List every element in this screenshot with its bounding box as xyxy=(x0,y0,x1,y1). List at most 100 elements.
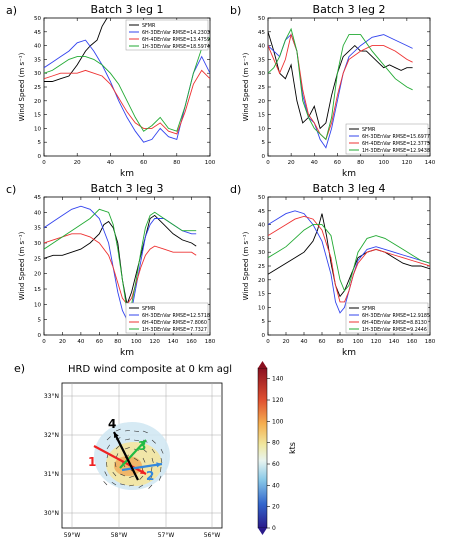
legend-entry: 6H-4DEnVar RMSE=7.8060 xyxy=(142,320,207,326)
y-axis-label: Wind Speed (m s⁻¹) xyxy=(18,231,26,300)
legend-entry: 6H-3DEnVar RMSE=12.5718 xyxy=(142,313,210,319)
wind-barb xyxy=(133,439,139,442)
flight-leg-arrowhead xyxy=(140,440,146,446)
x-tick-label: 100 xyxy=(131,339,142,345)
flight-leg-label: 2 xyxy=(146,469,154,483)
series-line-6h-4denvar xyxy=(44,233,197,306)
colorbar-tick-label: 0 xyxy=(272,525,276,532)
legend-entry: SFMR xyxy=(362,306,376,312)
series-line-sfmr xyxy=(268,31,413,130)
wind-barb xyxy=(115,428,121,432)
x-tick-label: 60 xyxy=(319,339,326,345)
x-tick-label: 100 xyxy=(205,160,216,166)
wind-barb xyxy=(106,436,111,441)
y-tick-label: 45 xyxy=(258,30,265,36)
y-axis-label: Wind Speed (m s⁻¹) xyxy=(242,231,250,300)
y-tick-label: 0 xyxy=(38,154,42,160)
y-tick-label: 30 xyxy=(258,71,265,77)
wind-barb xyxy=(106,444,110,450)
flight-leg-arrowhead xyxy=(140,469,146,474)
legend-box xyxy=(345,302,429,334)
x-tick-label: 0 xyxy=(266,160,270,166)
colorbar-tick-label: 40 xyxy=(272,482,280,489)
series-line-6h-4denvar xyxy=(44,69,210,135)
series-line-1h-3denvar xyxy=(268,27,413,141)
wind-barb xyxy=(129,484,135,487)
x-tick-label: 0 xyxy=(42,160,46,166)
x-tick-label: 100 xyxy=(378,160,389,166)
chart-title: Batch 3 leg 3 xyxy=(91,182,164,195)
chart-batch-3-leg-1: a) Batch 3 leg 1 0 20 40 60 80 100 0 5 10 15 20 25 30 3… xyxy=(6,3,216,179)
map-panel: e) HRD wind composite at 0 km agl 59°W 58°W… xyxy=(14,361,297,539)
x-tick-label: 80 xyxy=(114,339,121,345)
legend-box xyxy=(125,302,209,334)
x-tick-label: 20 xyxy=(74,160,81,166)
y-tick-label: 25 xyxy=(34,85,41,91)
lon-tick-label: 56°W xyxy=(204,532,221,539)
x-tick-label: 120 xyxy=(371,339,382,345)
x-tick-label: 20 xyxy=(283,339,290,345)
wind-barb xyxy=(160,457,163,463)
wind-barb xyxy=(124,438,130,441)
x-tick-label: 80 xyxy=(173,160,180,166)
wind-barb xyxy=(149,475,153,481)
flight-leg-label: 4 xyxy=(108,417,116,431)
wind-barb xyxy=(112,472,117,477)
y-tick-label: 30 xyxy=(34,241,41,247)
legend-entry: 6H-4DEnVar RMSE=13.4759 xyxy=(142,37,210,43)
colorbar-tick-label: 60 xyxy=(272,461,280,468)
legend-entry: SFMR xyxy=(142,23,156,29)
y-tick-label: 5 xyxy=(38,318,42,324)
flight-leg-4: 4 xyxy=(108,417,139,481)
legend-entry: 1H-3DEnVar RMSE=7.7327 xyxy=(142,327,207,333)
y-tick-label: 10 xyxy=(258,126,265,132)
series-group xyxy=(268,27,413,149)
y-tick-label: 15 xyxy=(34,287,41,293)
flight-leg-2: 2 xyxy=(121,462,163,483)
wind-barb xyxy=(133,430,139,432)
y-tick-label: 20 xyxy=(34,272,41,278)
flight-leg-label: 1 xyxy=(88,455,96,469)
y-tick-label: 0 xyxy=(262,154,266,160)
y-axis-label: Wind Speed (m s⁻¹) xyxy=(242,52,250,121)
wind-barb xyxy=(142,430,148,434)
series-line-6h-3denvar xyxy=(44,39,210,143)
x-tick-label: 160 xyxy=(186,339,197,345)
y-tick-label: 40 xyxy=(258,223,265,229)
y-tick-label: 35 xyxy=(258,57,265,63)
y-axis-label: Wind Speed (m s⁻¹) xyxy=(18,52,26,121)
y-tick-label: 45 xyxy=(34,195,41,201)
y-tick-label: 40 xyxy=(34,210,41,216)
series-line-6h-3denvar xyxy=(268,210,430,314)
wind-barb xyxy=(111,481,117,486)
y-tick-label: 45 xyxy=(258,209,265,215)
y-tick-label: 25 xyxy=(258,264,265,270)
y-tick-label: 25 xyxy=(258,85,265,91)
lat-tick-label: 33°N xyxy=(44,393,59,400)
x-tick-label: 140 xyxy=(168,339,179,345)
y-tick-label: 20 xyxy=(34,99,41,105)
panel-label: b) xyxy=(230,4,241,17)
lat-tick-label: 31°N xyxy=(44,471,59,478)
panel-label: c) xyxy=(6,183,16,196)
wind-barb xyxy=(114,462,117,468)
y-tick-label: 5 xyxy=(262,319,266,325)
y-tick-label: 5 xyxy=(262,140,266,146)
y-tick-label: 50 xyxy=(258,16,265,22)
x-tick-label: 0 xyxy=(266,339,270,345)
y-tick-label: 40 xyxy=(34,44,41,50)
x-tick-label: 20 xyxy=(288,160,295,166)
x-axis-label: km xyxy=(120,348,134,358)
wind-barb xyxy=(160,448,164,454)
wind-barb xyxy=(151,448,156,454)
series-line-1h-3denvar xyxy=(268,224,430,292)
x-tick-label: 180 xyxy=(425,339,436,345)
y-tick-label: 15 xyxy=(34,113,41,119)
series-group xyxy=(44,18,210,143)
y-tick-label: 10 xyxy=(258,305,265,311)
flight-leg-3: 3 xyxy=(119,439,147,469)
lat-tick-label: 32°N xyxy=(44,432,59,439)
lon-tick-label: 57°W xyxy=(158,532,175,539)
